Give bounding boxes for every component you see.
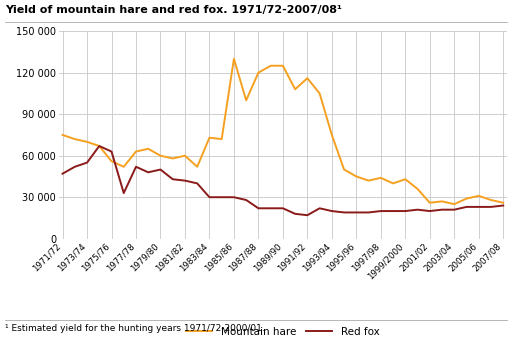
Red fox	[476, 205, 482, 209]
Red fox	[329, 209, 335, 213]
Mountain hare	[390, 181, 396, 185]
Red fox	[206, 195, 212, 199]
Red fox	[366, 210, 372, 215]
Mountain hare	[476, 194, 482, 198]
Mountain hare	[341, 167, 347, 172]
Red fox	[268, 206, 274, 210]
Mountain hare	[72, 137, 78, 141]
Mountain hare	[316, 91, 323, 95]
Red fox	[219, 195, 225, 199]
Mountain hare	[133, 149, 139, 154]
Mountain hare	[109, 159, 115, 163]
Red fox	[59, 172, 66, 176]
Red fox	[169, 177, 176, 181]
Mountain hare	[206, 136, 212, 140]
Red fox	[390, 209, 396, 213]
Mountain hare	[488, 198, 494, 202]
Text: ¹ Estimated yield for the hunting years 1971/72-2000/01.: ¹ Estimated yield for the hunting years …	[5, 324, 265, 333]
Red fox	[280, 206, 286, 210]
Mountain hare	[219, 137, 225, 141]
Red fox	[378, 209, 384, 213]
Mountain hare	[231, 57, 237, 61]
Red fox	[182, 179, 188, 183]
Mountain hare	[451, 202, 457, 206]
Mountain hare	[292, 87, 298, 91]
Legend: Mountain hare, Red fox: Mountain hare, Red fox	[182, 323, 383, 341]
Line: Mountain hare: Mountain hare	[62, 59, 503, 204]
Red fox	[500, 203, 506, 208]
Mountain hare	[378, 176, 384, 180]
Mountain hare	[255, 71, 262, 75]
Red fox	[121, 191, 127, 195]
Mountain hare	[500, 201, 506, 205]
Mountain hare	[182, 154, 188, 158]
Red fox	[145, 170, 152, 174]
Red fox	[304, 213, 310, 217]
Red fox	[426, 209, 433, 213]
Mountain hare	[84, 140, 90, 144]
Mountain hare	[157, 154, 163, 158]
Mountain hare	[121, 165, 127, 169]
Red fox	[463, 205, 470, 209]
Red fox	[255, 206, 262, 210]
Mountain hare	[169, 156, 176, 161]
Red fox	[72, 165, 78, 169]
Red fox	[133, 165, 139, 169]
Red fox	[109, 149, 115, 154]
Mountain hare	[463, 197, 470, 201]
Red fox	[402, 209, 409, 213]
Red fox	[96, 144, 102, 148]
Mountain hare	[280, 64, 286, 68]
Red fox	[316, 206, 323, 210]
Red fox	[292, 212, 298, 216]
Mountain hare	[145, 147, 152, 151]
Mountain hare	[59, 133, 66, 137]
Text: Yield of mountain hare and red fox. 1971/72-2007/08¹: Yield of mountain hare and red fox. 1971…	[5, 5, 342, 15]
Mountain hare	[243, 98, 249, 102]
Red fox	[488, 205, 494, 209]
Red fox	[157, 167, 163, 172]
Red fox	[439, 208, 445, 212]
Mountain hare	[194, 165, 200, 169]
Mountain hare	[329, 133, 335, 137]
Red fox	[353, 210, 359, 215]
Red fox	[243, 198, 249, 202]
Mountain hare	[366, 179, 372, 183]
Mountain hare	[268, 64, 274, 68]
Red fox	[451, 208, 457, 212]
Red fox	[231, 195, 237, 199]
Mountain hare	[439, 199, 445, 203]
Red fox	[414, 208, 420, 212]
Mountain hare	[304, 76, 310, 80]
Mountain hare	[353, 174, 359, 179]
Line: Red fox: Red fox	[62, 146, 503, 215]
Mountain hare	[402, 177, 409, 181]
Mountain hare	[414, 187, 420, 191]
Red fox	[341, 210, 347, 215]
Mountain hare	[426, 201, 433, 205]
Mountain hare	[96, 144, 102, 148]
Red fox	[84, 161, 90, 165]
Red fox	[194, 181, 200, 185]
